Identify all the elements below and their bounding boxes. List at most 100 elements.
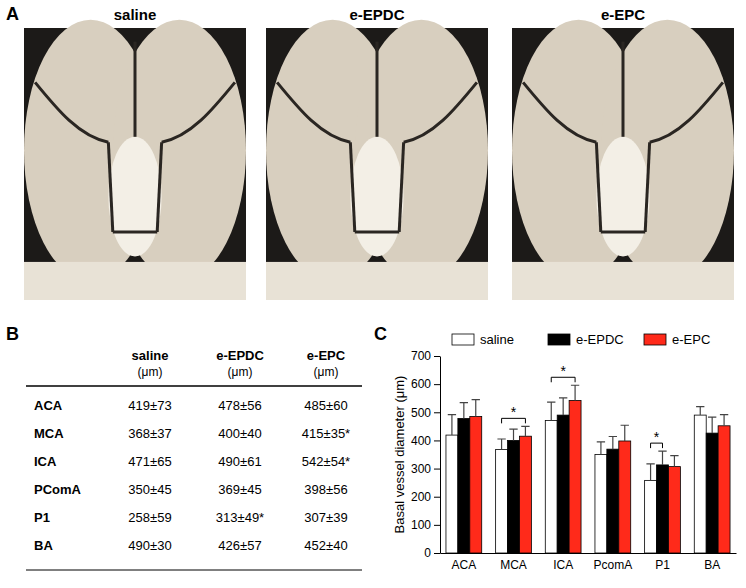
bar — [519, 436, 531, 553]
y-tick-mark — [434, 356, 440, 357]
table-cell: 307±39 — [304, 510, 347, 525]
table-cell: 490±30 — [128, 538, 171, 553]
panel-label: B — [6, 324, 19, 344]
error-bar — [460, 403, 468, 419]
error-bar — [609, 436, 617, 449]
y-tick-label: 100 — [411, 518, 431, 532]
legend-label: saline — [480, 332, 514, 347]
photo — [24, 20, 246, 300]
error-bar — [521, 426, 529, 436]
table-cell: 471±65 — [128, 454, 171, 469]
bar-series — [470, 385, 730, 553]
y-axis: 0 100 200 300 400 500 600 700 — [411, 349, 441, 560]
y-tick-mark — [434, 469, 440, 470]
y-tick-label: 300 — [411, 462, 431, 476]
photo-vessel — [376, 42, 379, 137]
photo-vessel — [645, 142, 649, 232]
table-cell: 490±61 — [218, 454, 261, 469]
y-tick: 600 — [411, 377, 440, 391]
photo-vessel — [35, 82, 108, 142]
bar — [458, 418, 470, 553]
error-bar — [708, 417, 716, 433]
photo-title: e-EPDC — [349, 6, 404, 23]
x-axis-line — [441, 553, 737, 554]
bar — [595, 455, 607, 554]
error-bar — [670, 456, 678, 467]
y-tick-label: 200 — [411, 490, 431, 504]
photo-vessel — [596, 142, 600, 232]
photo — [512, 20, 734, 300]
photo-title: saline — [114, 6, 157, 23]
error-bar — [597, 442, 605, 455]
bar — [718, 426, 730, 553]
table-header-unit: (μm) — [228, 365, 253, 379]
table-cell: 313±49* — [216, 510, 264, 525]
bar — [607, 449, 619, 553]
y-tick-label: 400 — [411, 434, 431, 448]
photo-vessel — [134, 42, 137, 137]
table-row-label: PComA — [34, 482, 82, 497]
table-cell: 369±45 — [218, 482, 261, 497]
photo-vessel — [277, 82, 350, 142]
y-tick-mark — [434, 525, 440, 526]
y-tick: 700 — [411, 349, 440, 363]
y-tick-mark — [434, 384, 440, 385]
panel-label: A — [6, 4, 19, 24]
table-row-label: MCA — [34, 426, 64, 441]
table-cell: 542±54* — [302, 454, 350, 469]
legend-label: e-EPDC — [576, 332, 624, 347]
error-bar — [509, 429, 517, 440]
photo — [266, 20, 488, 300]
photo-vessel — [523, 82, 596, 142]
error-bar — [472, 400, 480, 417]
significance-label: * — [511, 404, 517, 420]
x-tick-label: MCA — [500, 558, 527, 572]
panel-label: C — [374, 324, 387, 344]
bar — [706, 433, 718, 553]
legend-swatch — [548, 334, 570, 345]
legend-swatch — [644, 334, 666, 345]
y-tick-mark — [434, 497, 440, 498]
bar — [619, 441, 631, 553]
plot-area — [446, 385, 730, 553]
y-tick-mark — [434, 412, 440, 413]
x-tick: MCA — [500, 558, 527, 572]
table-row-label: P1 — [34, 510, 50, 525]
table-rule — [26, 570, 362, 571]
y-tick-label: 0 — [424, 546, 431, 560]
table-cell: 400±40 — [218, 426, 261, 441]
table-header: e-EPDC — [216, 348, 264, 363]
photo-vessel — [350, 142, 354, 232]
table-cell: 419±73 — [128, 398, 171, 413]
y-tick: 500 — [411, 406, 440, 420]
y-axis-line — [440, 357, 441, 554]
significance-label: * — [560, 363, 566, 379]
x-tick-label: P1 — [655, 558, 670, 572]
y-tick-mark — [434, 440, 440, 441]
table-row-label: ACA — [34, 398, 63, 413]
error-bar — [497, 439, 505, 449]
y-axis-title: Basal vessel diameter (μm) — [392, 376, 407, 534]
y-tick-label: 500 — [411, 406, 431, 420]
x-tick-label: ACA — [451, 558, 476, 572]
table-header: saline — [132, 348, 169, 363]
table-header-unit: (μm) — [138, 365, 163, 379]
table-cell: 398±56 — [304, 482, 347, 497]
bar — [668, 467, 680, 553]
x-axis: ACAMCAICAPcomAP1BA — [441, 554, 737, 572]
x-tick: BA — [704, 558, 720, 572]
bar — [470, 417, 482, 553]
table-row-label: ICA — [34, 454, 57, 469]
error-bar — [720, 415, 728, 426]
y-tick: 100 — [411, 518, 440, 532]
x-tick-label: PcomA — [593, 558, 632, 572]
photo-vessel — [108, 142, 112, 232]
table-cell: 415±35* — [302, 426, 350, 441]
table-cell: 368±37 — [128, 426, 171, 441]
legend-label: e-EPC — [672, 332, 710, 347]
error-bar — [547, 402, 555, 420]
legend: saline e-EPDC e-EPC — [452, 332, 710, 347]
bar — [645, 480, 657, 553]
table-row-label: BA — [34, 538, 53, 553]
error-bar — [621, 425, 629, 441]
